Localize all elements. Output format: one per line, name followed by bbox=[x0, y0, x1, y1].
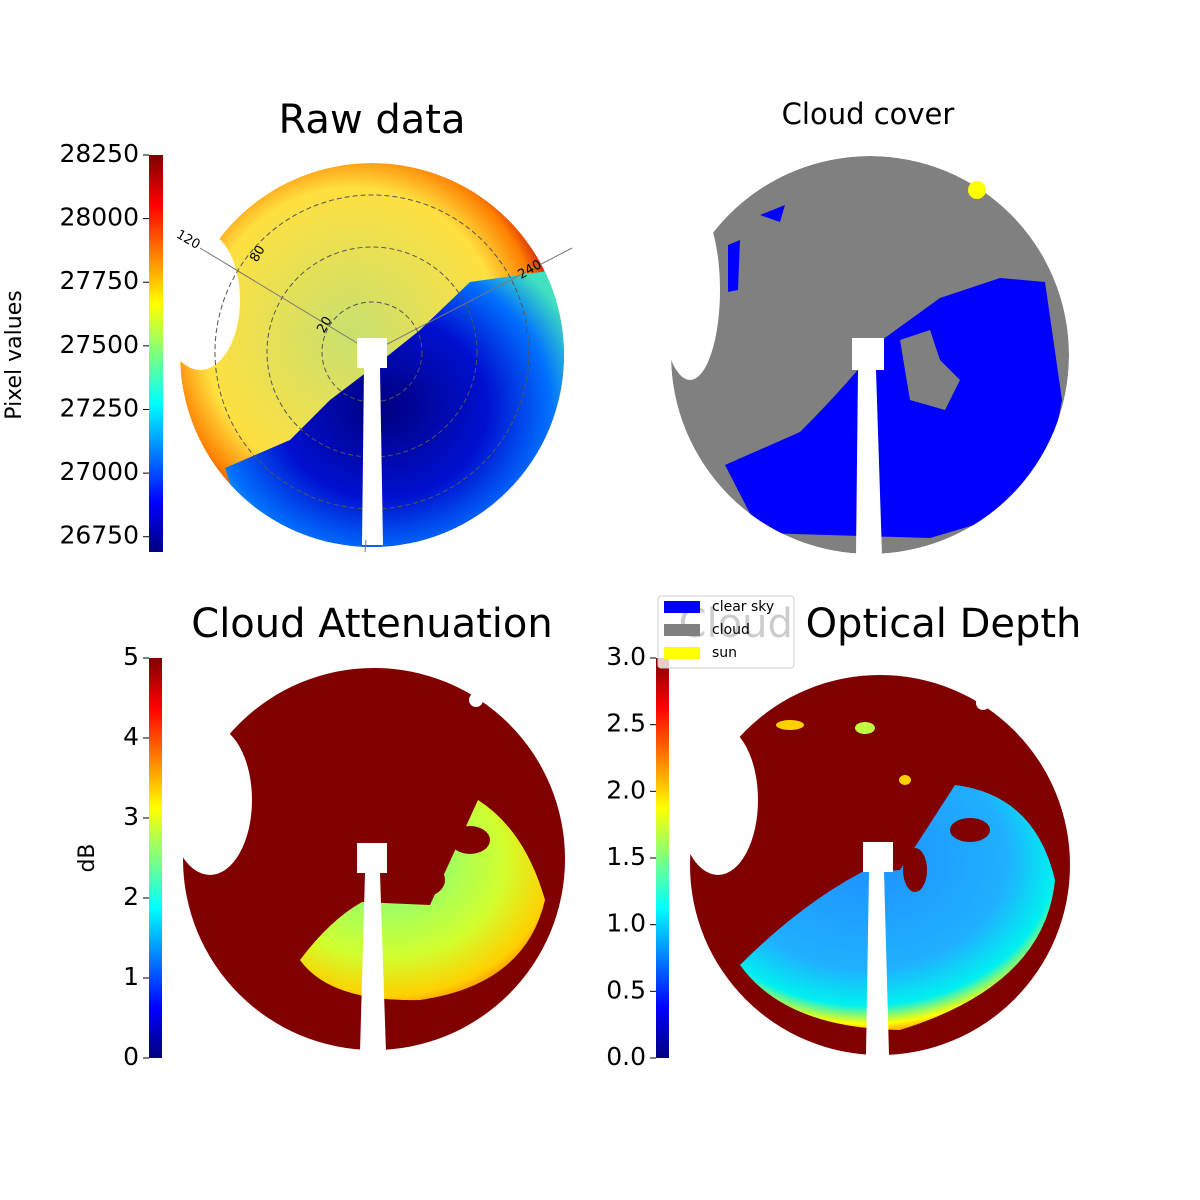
legend-label: cloud bbox=[712, 622, 750, 638]
colorbar-tick-label: 2 bbox=[123, 882, 139, 911]
legend-label: sun bbox=[712, 645, 737, 661]
colorbar-tick-label: 1 bbox=[123, 962, 139, 991]
colorbar-tick-label: 2.5 bbox=[606, 709, 646, 738]
optical-depth-image bbox=[678, 675, 1070, 1055]
polar-label: 80 bbox=[247, 243, 268, 265]
colorbar-tick-label: 0 bbox=[123, 1042, 139, 1071]
notch bbox=[660, 200, 720, 380]
colorbar-tick-label: 1.5 bbox=[606, 842, 646, 871]
colorbar-tick-label: 26750 bbox=[59, 521, 139, 550]
colorbar-tick-label: 27500 bbox=[59, 330, 139, 359]
colorbar-tick-label: 2.0 bbox=[606, 775, 646, 804]
colorbar-tick-label: 0.5 bbox=[606, 975, 646, 1004]
colorbar-label: dB bbox=[75, 843, 100, 872]
attenuation-image bbox=[168, 668, 565, 1052]
cloud-cover-image bbox=[660, 156, 1069, 555]
colorbar-tick-label: 0.0 bbox=[606, 1042, 646, 1071]
colorbar-tick-label: 28250 bbox=[59, 139, 139, 168]
colorbar-tick-label: 1.0 bbox=[606, 909, 646, 938]
legend-patch bbox=[664, 624, 700, 636]
cloud-region bbox=[900, 330, 960, 410]
colorbar-tick-label: 3.0 bbox=[606, 642, 646, 671]
raw-image: 120 80 20 240 bbox=[160, 163, 573, 553]
legend-patch bbox=[664, 647, 700, 659]
panel-title: Cloud Attenuation bbox=[191, 601, 552, 647]
clear-sky-region bbox=[725, 278, 1062, 538]
colorbar bbox=[149, 658, 162, 1058]
panel-title: Raw data bbox=[279, 97, 466, 143]
mast bbox=[856, 370, 882, 555]
mast bbox=[852, 338, 884, 370]
colorbar bbox=[656, 658, 669, 1058]
panel-title: Cloud cover bbox=[782, 97, 955, 131]
colorbar-tick-label: 27250 bbox=[59, 393, 139, 422]
colorbar-tick-label: 4 bbox=[123, 722, 139, 751]
colorbar-tick-label: 5 bbox=[123, 642, 139, 671]
colorbar-tick-label: 27000 bbox=[59, 457, 139, 486]
colorbar-label: Pixel values bbox=[2, 290, 27, 419]
colorbar-tick-label: 28000 bbox=[59, 203, 139, 232]
legend-label: clear sky bbox=[712, 599, 774, 615]
clear-sky-region bbox=[728, 205, 785, 292]
polar-label: 20 bbox=[314, 314, 335, 336]
colorbar bbox=[149, 155, 163, 552]
legend-patch bbox=[664, 601, 700, 613]
colorbar-tick-label: 3 bbox=[123, 802, 139, 831]
sun bbox=[968, 181, 986, 199]
colorbar-tick-label: 27750 bbox=[59, 266, 139, 295]
